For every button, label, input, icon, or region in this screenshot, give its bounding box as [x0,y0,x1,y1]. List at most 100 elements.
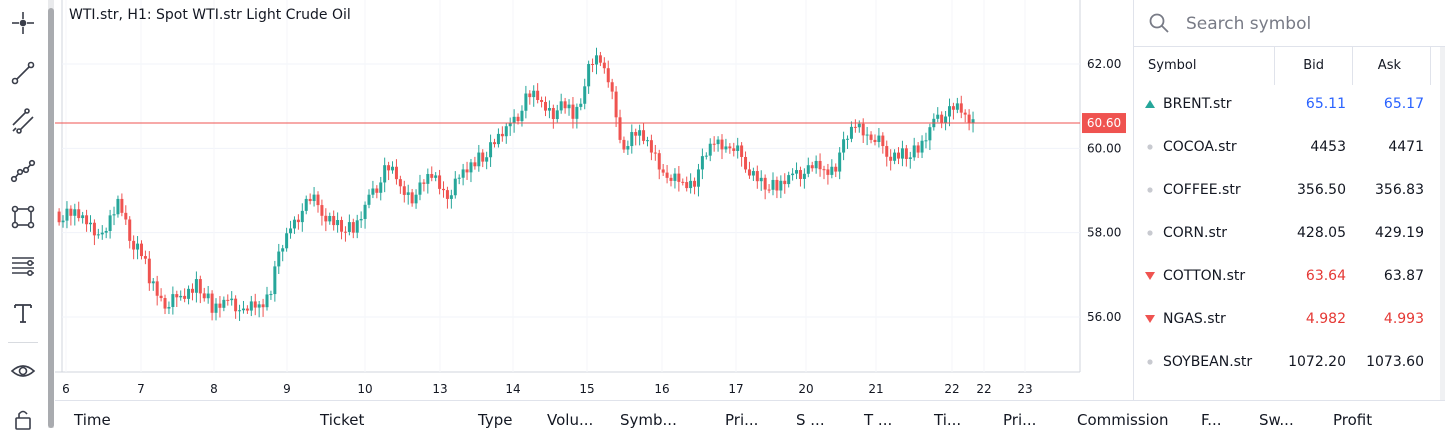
candle-body[interactable] [398,179,402,187]
watchlist-row-cotton-str[interactable]: COTTON.str 63.64 63.87 [1134,256,1445,299]
candle-body[interactable] [798,170,802,179]
candle-body[interactable] [512,116,516,124]
column-header-6[interactable]: S ... [796,411,825,429]
candle-body[interactable] [795,170,799,174]
candle-body[interactable] [744,156,748,170]
candle-body[interactable] [449,195,453,199]
candle-body[interactable] [461,169,465,178]
candle-body[interactable] [296,219,300,223]
candle-body[interactable] [116,198,120,215]
candle-body[interactable] [928,127,932,141]
candle-body[interactable] [151,281,155,284]
candle-body[interactable] [128,219,132,241]
candle-body[interactable] [308,198,312,202]
candle-body[interactable] [202,293,206,299]
candle-body[interactable] [645,140,649,142]
candle-body[interactable] [626,146,630,150]
candle-body[interactable] [481,152,485,162]
ask-column-header[interactable]: Ask [1377,58,1401,73]
candle-body[interactable] [438,175,442,189]
symbol-column-header[interactable]: Symbol [1148,58,1197,73]
candle-body[interactable] [375,188,379,193]
candle-body[interactable] [681,181,685,183]
candle-body[interactable] [818,160,822,170]
candle-body[interactable] [253,301,257,308]
candle-body[interactable] [104,230,108,233]
candle-body[interactable] [312,194,316,202]
candle-body[interactable] [387,165,391,171]
watchlist-row-corn-str[interactable]: CORN.str 428.05 429.19 [1134,213,1445,256]
candle-body[interactable] [724,146,728,150]
candle-body[interactable] [806,165,810,174]
candle-body[interactable] [179,295,183,298]
candle-body[interactable] [418,182,422,195]
candle-body[interactable] [171,294,175,307]
candle-body[interactable] [916,145,920,153]
column-header-2[interactable]: Type [478,411,513,429]
candle-body[interactable] [504,126,508,137]
candle-body[interactable] [214,303,218,313]
candle-body[interactable] [685,182,689,189]
candle-body[interactable] [775,179,779,191]
candle-body[interactable] [771,179,775,190]
candle-body[interactable] [689,180,693,189]
column-header-1[interactable]: Ticket [320,411,365,429]
candle-body[interactable] [77,209,81,219]
candle-body[interactable] [230,298,234,301]
candle-body[interactable] [218,303,222,308]
candle-body[interactable] [540,99,544,102]
candle-body[interactable] [257,304,261,308]
candle-body[interactable] [85,215,89,225]
candle-body[interactable] [351,222,355,233]
candle-body[interactable] [881,135,885,147]
toolbar-scrollbar-thumb[interactable] [48,8,54,428]
candle-body[interactable] [406,192,410,195]
candle-body[interactable] [665,172,669,178]
column-divider[interactable] [1430,47,1431,85]
candle-body[interactable] [712,143,716,145]
candle-body[interactable] [473,162,477,167]
candle-body[interactable] [445,190,449,199]
candle-body[interactable] [226,299,230,301]
candle-body[interactable] [163,298,167,309]
candle-body[interactable] [340,220,344,232]
candle-body[interactable] [532,90,536,98]
watchlist-scrollbar[interactable] [1440,47,1445,400]
eye-icon[interactable] [6,354,40,388]
candle-body[interactable] [269,294,273,296]
candle-body[interactable] [206,293,210,299]
candle-body[interactable] [779,180,783,191]
candle-body[interactable] [606,68,610,83]
candle-body[interactable] [500,133,504,137]
candle-body[interactable] [704,155,708,157]
candle-body[interactable] [885,146,889,157]
candle-body[interactable] [477,152,481,167]
candle-body[interactable] [536,90,540,100]
candle-body[interactable] [139,243,143,257]
candle-body[interactable] [653,152,657,154]
candle-body[interactable] [281,248,285,252]
candle-body[interactable] [740,145,744,157]
candle-body[interactable] [669,177,673,181]
candle-body[interactable] [571,104,575,119]
candle-body[interactable] [834,166,838,172]
candle-body[interactable] [838,152,842,172]
candle-body[interactable] [391,166,395,171]
candle-body[interactable] [846,138,850,140]
candle-body[interactable] [261,304,265,308]
column-header-9[interactable]: Pri... [1003,411,1037,429]
candle-body[interactable] [677,173,681,182]
candle-body[interactable] [383,165,387,183]
candle-body[interactable] [273,266,277,295]
candle-body[interactable] [708,143,712,156]
candle-body[interactable] [453,178,457,196]
watchlist-row-coffee-str[interactable]: COFFEE.str 356.50 356.83 [1134,170,1445,213]
candle-body[interactable] [238,310,242,312]
search-icon[interactable] [1148,12,1170,34]
candle-body[interactable] [147,258,151,284]
candle-body[interactable] [610,82,614,92]
candle-body[interactable] [394,166,398,180]
candle-body[interactable] [936,114,940,119]
candle-body[interactable] [873,139,877,143]
candle-body[interactable] [720,139,724,150]
